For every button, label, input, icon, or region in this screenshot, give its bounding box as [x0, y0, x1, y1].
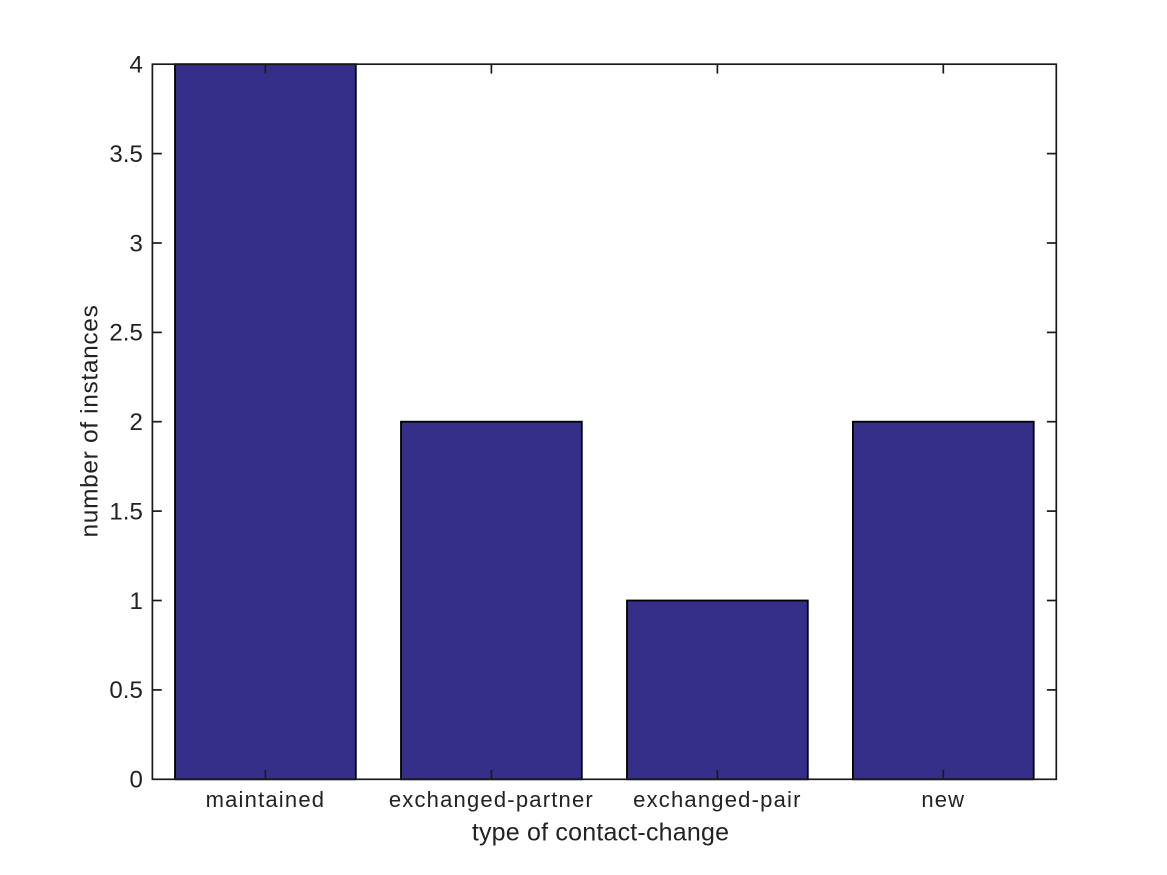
svg-text:0.5: 0.5	[109, 677, 142, 704]
svg-text:2: 2	[129, 409, 142, 436]
svg-text:1.5: 1.5	[109, 498, 142, 525]
svg-text:number of instances: number of instances	[77, 305, 104, 538]
svg-text:exchanged-partner: exchanged-partner	[389, 787, 594, 812]
svg-text:0: 0	[129, 767, 142, 794]
svg-text:1: 1	[129, 588, 142, 615]
svg-text:new: new	[921, 787, 965, 812]
svg-text:4: 4	[129, 52, 142, 79]
svg-text:maintained: maintained	[206, 787, 326, 812]
svg-text:3.5: 3.5	[109, 141, 142, 168]
svg-text:exchanged-pair: exchanged-pair	[633, 787, 801, 812]
svg-text:type of contact-change: type of contact-change	[472, 819, 729, 847]
svg-text:2.5: 2.5	[109, 320, 142, 347]
svg-text:3: 3	[129, 230, 142, 257]
